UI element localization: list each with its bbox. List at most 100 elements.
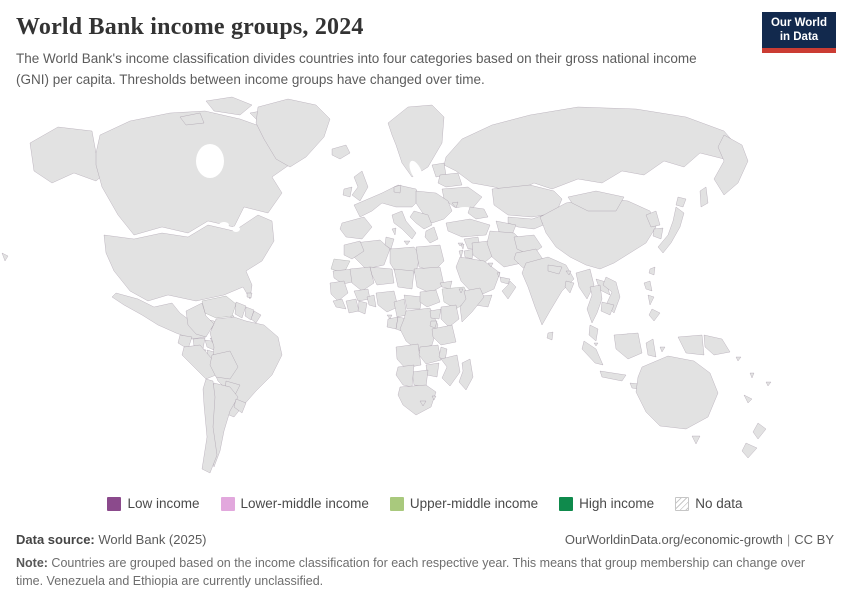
- region-niger[interactable]: [369, 266, 395, 286]
- region-cambodia[interactable]: [600, 301, 615, 316]
- region-moldova[interactable]: [451, 201, 459, 209]
- region-saudi-arabia[interactable]: [455, 256, 501, 298]
- region-united-kingdom[interactable]: [351, 170, 369, 202]
- region-trinidad[interactable]: [246, 292, 253, 299]
- region-sicily[interactable]: [403, 240, 411, 246]
- region-new-caledonia[interactable]: [743, 394, 753, 404]
- region-eswatini[interactable]: [431, 395, 437, 401]
- region-greenland[interactable]: [255, 98, 331, 168]
- region-indonesia-sulawesi[interactable]: [645, 338, 657, 358]
- region-philippines[interactable]: [647, 294, 655, 306]
- region-venezuela[interactable]: [201, 295, 237, 319]
- region-togo-benin[interactable]: [366, 294, 377, 308]
- region-arctic-islands[interactable]: [179, 112, 205, 126]
- region-lebanon[interactable]: [460, 243, 465, 250]
- region-uganda[interactable]: [429, 308, 442, 320]
- region-singapore[interactable]: [593, 342, 599, 347]
- region-iceland[interactable]: [331, 144, 351, 160]
- region-ivory-coast[interactable]: [345, 298, 360, 314]
- region-mali[interactable]: [349, 266, 375, 292]
- region-tasmania[interactable]: [691, 435, 701, 445]
- region-morocco[interactable]: [343, 240, 365, 260]
- region-fiji[interactable]: [765, 381, 772, 387]
- region-botswana[interactable]: [411, 369, 429, 388]
- region-south-africa[interactable]: [397, 384, 437, 416]
- region-scandinavia[interactable]: [387, 104, 445, 178]
- legend-item-lower-middle-income[interactable]: Lower-middle income: [220, 496, 369, 511]
- region-indonesia-kalimantan[interactable]: [613, 332, 643, 360]
- region-solomon-islands[interactable]: [735, 356, 742, 362]
- region-colombia[interactable]: [185, 302, 215, 338]
- region-taiwan[interactable]: [648, 266, 656, 276]
- region-canada[interactable]: [95, 110, 293, 236]
- region-united-states[interactable]: [103, 214, 275, 302]
- region-vanuatu[interactable]: [749, 372, 755, 379]
- region-kuwait[interactable]: [487, 262, 494, 268]
- owid-link[interactable]: OurWorldinData.org/economic-growth: [564, 532, 783, 547]
- region-lesotho[interactable]: [419, 400, 427, 407]
- region-suriname[interactable]: [244, 306, 255, 321]
- region-tunisia[interactable]: [384, 236, 395, 250]
- region-denmark[interactable]: [393, 184, 402, 194]
- region-south-korea[interactable]: [652, 227, 664, 240]
- region-mongolia[interactable]: [567, 190, 625, 212]
- region-sardinia[interactable]: [391, 227, 397, 236]
- region-qatar[interactable]: [496, 271, 501, 278]
- region-uruguay[interactable]: [233, 398, 247, 414]
- region-mozambique[interactable]: [440, 354, 461, 387]
- region-angola[interactable]: [395, 343, 422, 369]
- region-greece[interactable]: [424, 226, 439, 244]
- region-kenya[interactable]: [440, 304, 460, 328]
- region-senegal-guinea[interactable]: [329, 280, 349, 302]
- region-indonesia-java[interactable]: [599, 370, 627, 382]
- region-central-african-republic[interactable]: [403, 294, 423, 310]
- region-namibia[interactable]: [395, 364, 415, 388]
- region-philippines[interactable]: [648, 308, 661, 322]
- region-rwanda-burundi[interactable]: [429, 320, 438, 329]
- region-malaysia[interactable]: [588, 324, 599, 342]
- region-chad[interactable]: [393, 268, 415, 290]
- region-sri-lanka[interactable]: [546, 331, 554, 341]
- region-hawaii[interactable]: [1, 252, 9, 262]
- region-israel[interactable]: [458, 249, 464, 259]
- legend-item-no-data[interactable]: No data: [675, 496, 743, 511]
- region-caucasus[interactable]: [467, 206, 489, 220]
- region-djibouti[interactable]: [458, 288, 464, 294]
- region-myanmar[interactable]: [575, 268, 595, 300]
- region-japan-hokkaido[interactable]: [675, 196, 687, 208]
- region-indonesia-maluku[interactable]: [659, 346, 666, 353]
- region-indonesia-papua[interactable]: [677, 334, 705, 356]
- region-chile[interactable]: [201, 378, 218, 474]
- region-zambia[interactable]: [418, 344, 442, 365]
- region-south-sudan[interactable]: [419, 289, 441, 308]
- region-bolivia[interactable]: [209, 350, 239, 380]
- region-egypt[interactable]: [415, 244, 445, 272]
- region-philippines[interactable]: [643, 280, 653, 292]
- region-india[interactable]: [521, 256, 575, 326]
- region-sakhalin[interactable]: [699, 186, 709, 208]
- region-japan[interactable]: [657, 206, 685, 254]
- region-new-zealand[interactable]: [752, 422, 767, 440]
- region-turkey[interactable]: [445, 218, 491, 238]
- region-peru[interactable]: [181, 344, 217, 380]
- region-arctic-islands[interactable]: [205, 96, 253, 116]
- region-ghana[interactable]: [357, 300, 368, 315]
- region-sudan[interactable]: [413, 266, 445, 294]
- region-somalia[interactable]: [459, 287, 485, 323]
- legend-item-upper-middle-income[interactable]: Upper-middle income: [389, 496, 538, 511]
- region-balkans[interactable]: [409, 210, 433, 230]
- region-guyana[interactable]: [234, 301, 247, 319]
- legend-item-high-income[interactable]: High income: [559, 496, 654, 511]
- region-french-guiana[interactable]: [250, 310, 262, 324]
- legend-item-low-income[interactable]: Low income: [107, 496, 200, 511]
- region-equatorial-guinea[interactable]: [386, 314, 393, 320]
- region-north-korea[interactable]: [645, 210, 661, 228]
- region-indonesia-sumatra[interactable]: [581, 340, 604, 366]
- region-russia-far-east[interactable]: [713, 134, 749, 196]
- region-iberia[interactable]: [339, 216, 373, 240]
- region-bhutan[interactable]: [565, 270, 572, 276]
- region-new-zealand[interactable]: [741, 442, 758, 459]
- region-nigeria[interactable]: [375, 290, 399, 313]
- region-ireland[interactable]: [342, 186, 353, 198]
- region-thailand[interactable]: [586, 284, 603, 324]
